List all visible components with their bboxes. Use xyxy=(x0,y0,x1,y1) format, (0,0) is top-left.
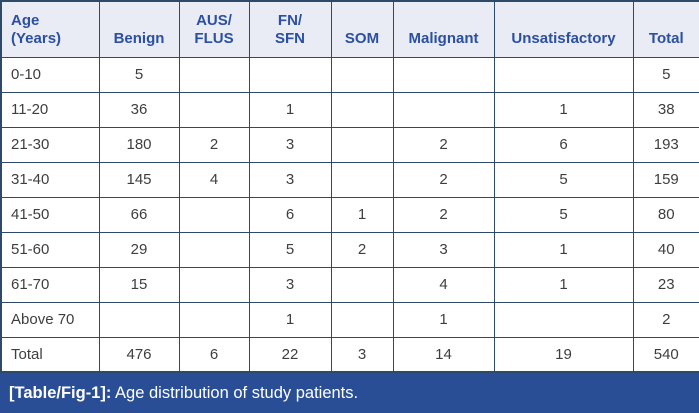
table-cell: 5 xyxy=(493,161,634,198)
column-header: Malignant xyxy=(392,0,495,58)
table-cell xyxy=(392,91,495,128)
table-caption: [Table/Fig-1]: Age distribution of study… xyxy=(0,373,699,413)
table-cell: 15 xyxy=(98,266,180,303)
table-cell: 6 xyxy=(178,336,250,373)
table-cell: 1 xyxy=(493,231,634,268)
table-cell: 2 xyxy=(392,196,495,233)
table-cell: 6 xyxy=(493,126,634,163)
table-cell: 22 xyxy=(248,336,332,373)
table-cell xyxy=(98,301,180,338)
table-cell: 4 xyxy=(178,161,250,198)
table-cell: 11-20 xyxy=(0,91,100,128)
table-cell: 31-40 xyxy=(0,161,100,198)
table-cell: 29 xyxy=(98,231,180,268)
table-cell: 0-10 xyxy=(0,56,100,93)
table-cell xyxy=(493,301,634,338)
table-cell: 1 xyxy=(248,91,332,128)
table-cell: 2 xyxy=(178,126,250,163)
table-cell xyxy=(330,56,394,93)
table-cell: 3 xyxy=(330,336,394,373)
table-cell: 1 xyxy=(493,266,634,303)
header-row: Age (Years) Benign AUS/ FLUS FN/ SFN SOM Mali… xyxy=(0,0,699,58)
column-header: AUS/ FLUS xyxy=(178,0,250,58)
caption-text: Age distribution of study patients. xyxy=(111,383,359,402)
table-cell: 2 xyxy=(330,231,394,268)
table-cell: Above 70 xyxy=(0,301,100,338)
column-header: Age (Years) xyxy=(0,0,100,58)
table-cell xyxy=(178,56,250,93)
table-cell: 40 xyxy=(632,231,699,268)
table-cell: 3 xyxy=(248,126,332,163)
table-cell xyxy=(330,91,394,128)
table-cell: 1 xyxy=(493,91,634,128)
table-cell: 3 xyxy=(248,161,332,198)
table-row: 41-50 66 6 1 2 5 80 xyxy=(0,196,699,233)
caption-label: [Table/Fig-1]: xyxy=(9,383,112,402)
table-cell: 19 xyxy=(493,336,634,373)
table-cell xyxy=(330,301,394,338)
table-cell: 145 xyxy=(98,161,180,198)
table-cell: 36 xyxy=(98,91,180,128)
table-cell xyxy=(493,56,634,93)
column-header: Total xyxy=(632,0,699,58)
table-cell xyxy=(178,266,250,303)
table-cell xyxy=(178,91,250,128)
table-row: 11-20 36 1 1 38 xyxy=(0,91,699,128)
table-cell xyxy=(248,56,332,93)
table-row: 0-10 5 5 xyxy=(0,56,699,93)
column-header: FN/ SFN xyxy=(248,0,332,58)
table-cell: 193 xyxy=(632,126,699,163)
table-cell: 41-50 xyxy=(0,196,100,233)
table-cell: 4 xyxy=(392,266,495,303)
table-header: Age (Years) Benign AUS/ FLUS FN/ SFN SOM Mali… xyxy=(0,0,699,58)
table-cell: 2 xyxy=(392,161,495,198)
table-cell xyxy=(178,231,250,268)
table-cell: 476 xyxy=(98,336,180,373)
table-body: 0-10 5 5 11-20 36 1 1 38 21-30 180 2 3 2 6 193 31-40 145… xyxy=(0,56,699,373)
column-header: SOM xyxy=(330,0,394,58)
column-header: Benign xyxy=(98,0,180,58)
table-cell: 180 xyxy=(98,126,180,163)
age-distribution-table: Age (Years) Benign AUS/ FLUS FN/ SFN SOM Mali… xyxy=(0,0,699,373)
column-header: Unsatisfactory xyxy=(493,0,634,58)
table-cell xyxy=(330,266,394,303)
table-cell: 66 xyxy=(98,196,180,233)
table-cell: 5 xyxy=(98,56,180,93)
table-cell: 14 xyxy=(392,336,495,373)
table-cell: 2 xyxy=(632,301,699,338)
table-cell: 5 xyxy=(493,196,634,233)
table-cell xyxy=(178,301,250,338)
table-cell: 80 xyxy=(632,196,699,233)
table-row: 31-40 145 4 3 2 5 159 xyxy=(0,161,699,198)
table-cell: Total xyxy=(0,336,100,373)
table-row: Above 70 1 1 2 xyxy=(0,301,699,338)
table-cell: 38 xyxy=(632,91,699,128)
table-cell: 5 xyxy=(632,56,699,93)
table-cell: 5 xyxy=(248,231,332,268)
table-row: 21-30 180 2 3 2 6 193 xyxy=(0,126,699,163)
table-row: Total 476 6 22 3 14 19 540 xyxy=(0,336,699,373)
table-cell xyxy=(392,56,495,93)
table-cell: 2 xyxy=(392,126,495,163)
table-cell: 1 xyxy=(392,301,495,338)
table-cell: 159 xyxy=(632,161,699,198)
table-cell: 3 xyxy=(392,231,495,268)
table-cell: 1 xyxy=(248,301,332,338)
table-row: 61-70 15 3 4 1 23 xyxy=(0,266,699,303)
table-cell: 51-60 xyxy=(0,231,100,268)
table-cell: 61-70 xyxy=(0,266,100,303)
table-cell: 540 xyxy=(632,336,699,373)
table-cell: 3 xyxy=(248,266,332,303)
table-row: 51-60 29 5 2 3 1 40 xyxy=(0,231,699,268)
table-cell: 21-30 xyxy=(0,126,100,163)
table-cell: 23 xyxy=(632,266,699,303)
table-cell xyxy=(330,126,394,163)
table-cell xyxy=(178,196,250,233)
table-cell: 6 xyxy=(248,196,332,233)
table-cell xyxy=(330,161,394,198)
table-cell: 1 xyxy=(330,196,394,233)
